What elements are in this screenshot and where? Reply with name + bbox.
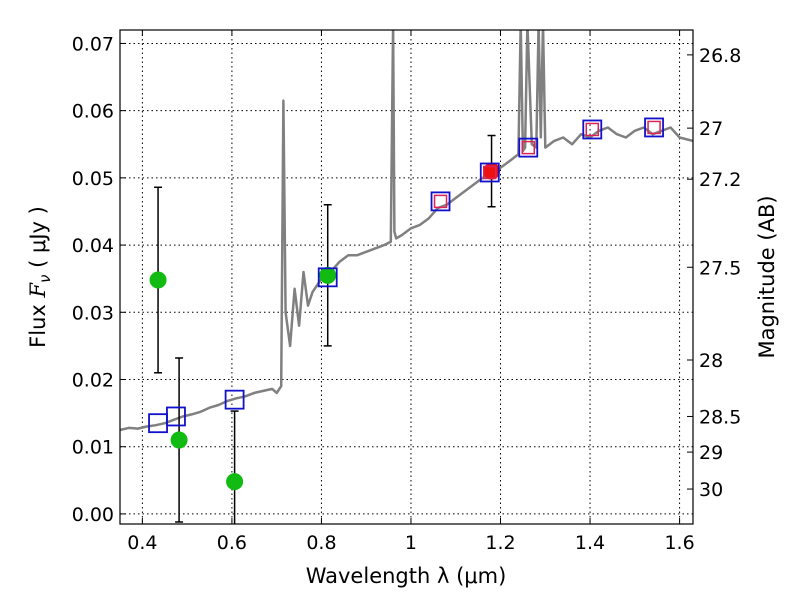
y-tick-label: 0.07: [72, 33, 114, 55]
model-flux-square-outer: [430, 191, 451, 212]
y-tick-label: 0.06: [72, 101, 114, 123]
y-tick-label: 0.02: [72, 369, 114, 391]
y2-tick-label: 26.8: [699, 45, 741, 67]
y-tick-label: 0.04: [72, 235, 114, 257]
y-axis-title-prefix: Flux: [26, 298, 50, 348]
model-flux-square-inner: [647, 120, 661, 135]
y2-tick-label: 28.5: [699, 406, 741, 428]
photometry-point: [149, 271, 167, 289]
x-tick-label: 1.4: [575, 532, 605, 554]
y-axis: 0.00 0.01 0.02 0.03 0.04 0.05 0.06 0.07: [72, 33, 126, 526]
y2-tick-label: 28: [699, 350, 723, 372]
y2-axis: 26.8 27 27.2 27.5 28 28.5 29 30: [687, 45, 741, 501]
y2-tick-label: 27.2: [699, 169, 741, 191]
model-flux-square: [224, 389, 245, 410]
y2-tick-label: 30: [699, 479, 723, 501]
y2-axis-title: Magnitude (AB): [755, 195, 779, 358]
model-flux-square: [317, 267, 338, 288]
plot-frame: [119, 29, 694, 525]
model-flux-square-inner: [585, 122, 600, 137]
y2-tick-label: 29: [699, 442, 723, 464]
photometry-point-highlight: [483, 162, 501, 180]
x-tick-label: 0.8: [306, 532, 336, 554]
model-flux-square-outer: [518, 137, 539, 158]
y-tick-label: 0.00: [72, 504, 114, 526]
model-flux-square-inner: [483, 165, 497, 180]
grid: [120, 30, 693, 524]
y-axis-title-suffix: ( μJy ): [26, 206, 50, 274]
errorbar-layer: [154, 134, 496, 524]
x-axis-title: Wavelength λ (μm): [306, 564, 507, 588]
x-tick-label: 1.6: [664, 532, 694, 554]
spectrum-line: [120, 30, 693, 432]
marker-layer: [148, 117, 664, 491]
y-tick-label: 0.03: [72, 302, 114, 324]
y-axis-title-symbol: F: [26, 282, 50, 299]
model-flux-square-inner: [433, 194, 448, 209]
model-flux-square-outer: [479, 162, 500, 183]
y-tick-label: 0.05: [72, 168, 114, 190]
model-flux-square: [166, 406, 186, 427]
y-axis-title: Flux Fν ( μJy ): [26, 206, 54, 348]
x-tick-label: 0.6: [217, 532, 247, 554]
model-flux-square-outer: [644, 117, 664, 138]
photometry-point: [170, 431, 188, 449]
x-tick-label: 0.4: [127, 532, 157, 554]
y2-tick-label: 27.5: [699, 257, 741, 279]
y-tick-label: 0.01: [72, 437, 114, 459]
model-flux-square-inner: [521, 140, 536, 155]
y2-tick-label: 27: [699, 118, 723, 140]
y-axis-title-subscript: ν: [36, 275, 54, 283]
spectrum-layer: [120, 30, 693, 432]
x-tick-label: 1.2: [485, 532, 515, 554]
photometry-point: [319, 266, 337, 284]
model-flux-square-outer: [582, 119, 603, 140]
photometry-point: [226, 473, 244, 491]
x-axis: 0.4 0.6 0.8 1 1.2 1.4 1.6: [127, 30, 695, 554]
x-tick-label: 1: [405, 532, 417, 554]
